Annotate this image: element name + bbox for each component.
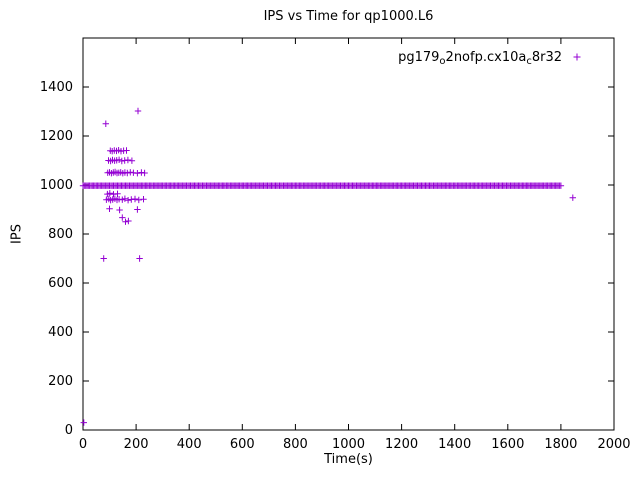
svg-text:800: 800 [283,437,308,452]
svg-text:1800: 1800 [544,437,577,452]
svg-text:400: 400 [177,437,202,452]
y-tick-labels: 0 200 400 600 800 1000 1200 1400 [40,80,73,438]
svg-text:2000: 2000 [597,437,630,452]
svg-text:200: 200 [48,374,73,389]
svg-text:1200: 1200 [40,129,73,144]
svg-text:1000: 1000 [332,437,365,452]
svg-text:1400: 1400 [438,437,471,452]
chart-title: IPS vs Time for qp1000.L6 [263,9,434,24]
svg-text:1400: 1400 [40,80,73,95]
x-axis-ticks [82,38,615,430]
scatter-series [79,107,576,426]
y-axis-ticks [83,86,614,431]
legend: pg179o2nofp.cx10ac8r32 [398,50,581,67]
x-tick-labels: 0 200 400 600 800 1000 1200 1400 1600 1800 2000 [79,437,631,452]
legend-marker [573,53,581,61]
x-axis-label: Time(s) [324,452,373,467]
svg-text:1600: 1600 [491,437,524,452]
svg-text:400: 400 [48,325,73,340]
svg-text:1200: 1200 [385,437,418,452]
svg-text:800: 800 [48,227,73,242]
svg-text:0: 0 [79,437,87,452]
svg-text:600: 600 [48,276,73,291]
svg-text:0: 0 [65,423,73,438]
svg-text:600: 600 [230,437,255,452]
legend-label: pg179o2nofp.cx10ac8r32 [398,50,562,67]
svg-text:200: 200 [124,437,149,452]
axis-frame [82,37,615,431]
svg-text:1000: 1000 [40,178,73,193]
